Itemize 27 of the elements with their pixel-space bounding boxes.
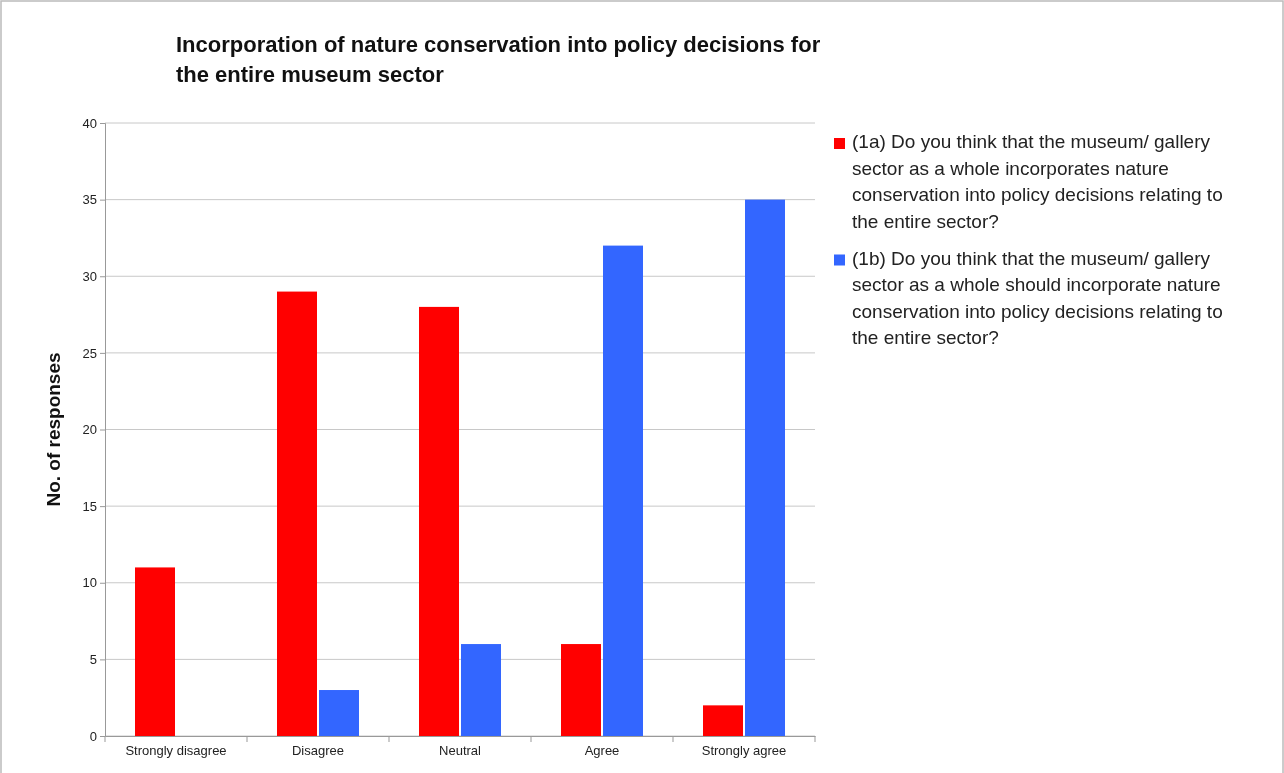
bar — [603, 245, 643, 736]
x-tick-label: Disagree — [291, 743, 345, 759]
y-tick-label: 15 — [82, 498, 97, 514]
y-tick-label: 20 — [82, 422, 97, 438]
y-tick-label: 10 — [82, 575, 97, 591]
y-tick-label: 0 — [89, 728, 97, 744]
y-tick-label: 25 — [82, 345, 97, 361]
bar — [461, 644, 501, 736]
y-tick-label: 40 — [82, 115, 97, 131]
bar — [745, 199, 785, 736]
chart-title: Incorporation of nature conservation into policy decisions for the entire museum sector — [176, 32, 821, 87]
bar — [319, 690, 359, 736]
x-tick-label: Strongly agree — [701, 743, 787, 759]
bar — [703, 705, 743, 736]
bar — [419, 306, 459, 736]
x-tick-label: Strongly disagree — [125, 743, 227, 759]
x-tick-label: Agree — [584, 743, 620, 759]
bar — [277, 291, 317, 736]
bar — [135, 567, 175, 736]
y-tick-label: 5 — [89, 652, 97, 668]
x-tick-label: Neutral — [439, 743, 482, 759]
y-axis-title: No. of responses — [43, 352, 64, 507]
bar — [561, 644, 601, 736]
y-tick-label: 30 — [82, 268, 97, 284]
y-tick-label: 35 — [82, 192, 97, 208]
legend-label: (1b) Do you think that the museum/ gallery sector as a whole should incorporate nature conservation into policy decisions relating to the entire sector? — [852, 247, 1223, 348]
legend-label: (1a) Do you think that the museum/ gallery sector as a whole incorporates nature conservation into policy decisions relating to the entire sector? — [852, 131, 1223, 232]
